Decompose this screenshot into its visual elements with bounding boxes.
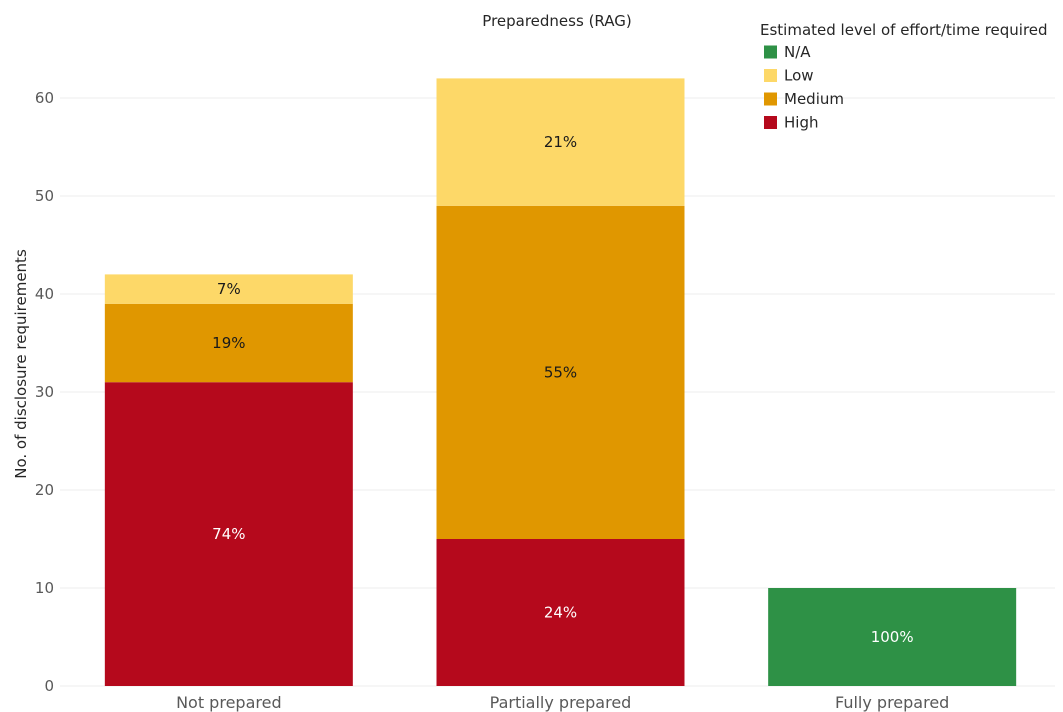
bars	[104, 78, 1017, 686]
data-label: 19%	[212, 334, 245, 352]
legend-label: N/A	[784, 43, 811, 61]
legend-label: High	[784, 114, 818, 132]
legend-swatch	[764, 45, 777, 59]
y-tick-label: 60	[35, 89, 54, 107]
chart-title: Preparedness (RAG)	[482, 12, 631, 30]
x-category-label: Fully prepared	[835, 693, 949, 712]
x-category-label: Not prepared	[176, 693, 282, 712]
data-label: 100%	[871, 628, 914, 646]
y-tick-label: 0	[44, 677, 54, 695]
y-tick-label: 50	[35, 187, 54, 205]
bar-segment-n-a[interactable]	[768, 588, 1017, 686]
y-axis-ticks: 0 10 20 30 40 50 60	[35, 89, 54, 695]
data-label: 24%	[544, 604, 577, 622]
y-tick-label: 20	[35, 481, 54, 499]
y-tick-label: 40	[35, 285, 54, 303]
x-category-label: Partially prepared	[490, 693, 632, 712]
bar-segment-medium[interactable]	[104, 303, 353, 383]
legend-swatch	[764, 69, 777, 82]
legend-label: Low	[784, 67, 814, 85]
y-tick-label: 10	[35, 579, 54, 597]
legend-swatch	[764, 116, 777, 129]
data-label: 74%	[212, 525, 245, 543]
y-axis-title: No. of disclosure requirements	[12, 249, 30, 479]
data-label: 55%	[544, 363, 577, 381]
data-labels: 74% 19% 7% 24% 55% 21% 100%	[212, 133, 913, 646]
legend[interactable]: Estimated level of effort/time required …	[760, 21, 1048, 132]
bar-segment-medium[interactable]	[436, 205, 685, 540]
legend-title: Estimated level of effort/time required	[760, 21, 1048, 39]
legend-label: Medium	[784, 90, 844, 108]
bar-segment-high[interactable]	[436, 539, 685, 686]
bar-segment-low[interactable]	[436, 78, 685, 206]
bar-segment-low[interactable]	[104, 274, 353, 304]
y-tick-label: 30	[35, 383, 54, 401]
legend-swatch	[764, 92, 777, 106]
bar-segment-high[interactable]	[104, 382, 353, 686]
data-label: 7%	[217, 280, 241, 298]
x-axis-categories: Not prepared Partially prepared Fully prep…	[176, 693, 949, 712]
data-label: 21%	[544, 133, 577, 151]
